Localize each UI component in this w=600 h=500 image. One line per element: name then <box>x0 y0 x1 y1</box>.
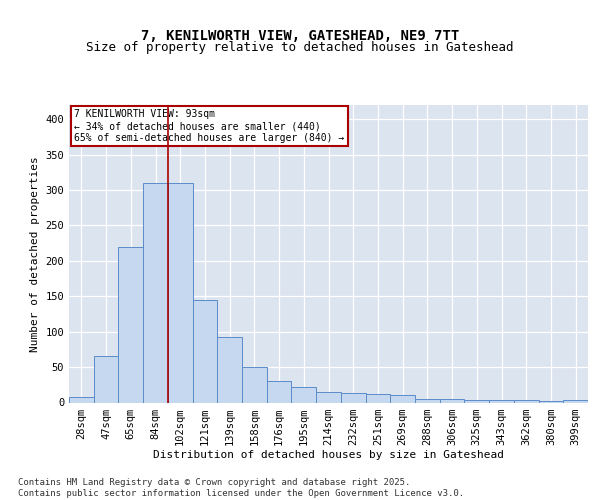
Bar <box>514 400 539 402</box>
Bar <box>341 394 365 402</box>
Bar <box>440 399 464 402</box>
Text: 7, KENILWORTH VIEW, GATESHEAD, NE9 7TT: 7, KENILWORTH VIEW, GATESHEAD, NE9 7TT <box>141 28 459 42</box>
Bar <box>365 394 390 402</box>
Bar <box>292 387 316 402</box>
Bar <box>168 183 193 402</box>
Text: Size of property relative to detached houses in Gateshead: Size of property relative to detached ho… <box>86 40 514 54</box>
Bar <box>539 401 563 402</box>
Bar <box>464 400 489 402</box>
Bar <box>94 356 118 403</box>
X-axis label: Distribution of detached houses by size in Gateshead: Distribution of detached houses by size … <box>153 450 504 460</box>
Bar <box>143 183 168 402</box>
Text: Contains HM Land Registry data © Crown copyright and database right 2025.
Contai: Contains HM Land Registry data © Crown c… <box>18 478 464 498</box>
Bar <box>193 300 217 402</box>
Bar <box>563 400 588 402</box>
Bar <box>217 336 242 402</box>
Bar <box>242 367 267 402</box>
Text: 7 KENILWORTH VIEW: 93sqm
← 34% of detached houses are smaller (440)
65% of semi-: 7 KENILWORTH VIEW: 93sqm ← 34% of detach… <box>74 110 344 142</box>
Bar <box>415 399 440 402</box>
Bar <box>69 397 94 402</box>
Bar <box>267 381 292 402</box>
Bar <box>489 400 514 402</box>
Bar <box>118 246 143 402</box>
Y-axis label: Number of detached properties: Number of detached properties <box>30 156 40 352</box>
Bar <box>316 392 341 402</box>
Bar <box>390 396 415 402</box>
